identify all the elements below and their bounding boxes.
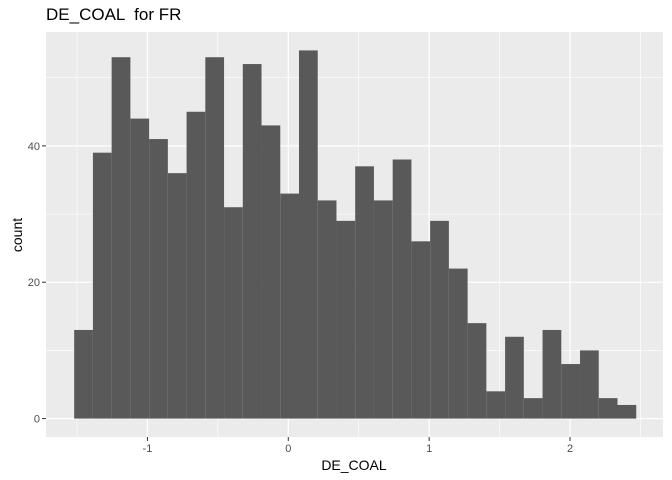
x-tick-label: 2 [567, 443, 573, 455]
histogram-bar [580, 350, 599, 419]
histogram-bar [186, 111, 206, 419]
histogram-bar [74, 329, 93, 419]
histogram-bar [486, 391, 506, 419]
histogram-bar [205, 57, 225, 419]
y-tick-label: 0 [34, 414, 40, 426]
x-tick-label: -1 [143, 443, 153, 455]
histogram-bar [280, 193, 299, 419]
histogram-bar [523, 398, 543, 419]
histogram-bars [74, 50, 637, 419]
histogram-bar [355, 166, 374, 419]
y-axis-title: count [9, 218, 25, 252]
histogram-bar [149, 139, 168, 419]
x-axis-title: DE_COAL [321, 457, 387, 473]
chart-title: DE_COAL for FR [46, 5, 182, 24]
histogram-bar [373, 200, 393, 419]
histogram-bar [261, 125, 281, 419]
histogram-bar [505, 336, 524, 419]
histogram-bar [617, 404, 637, 419]
histogram-bar [111, 57, 131, 419]
histogram-bar [561, 364, 581, 419]
histogram-bar [130, 118, 150, 419]
histogram-bar [467, 323, 487, 419]
histogram-bar [242, 64, 262, 419]
histogram-bar [448, 268, 468, 419]
histogram-bar [317, 200, 337, 419]
histogram-bar [392, 159, 412, 419]
histogram-bar [224, 207, 243, 419]
histogram-bar [430, 220, 449, 419]
y-tick-label: 40 [28, 141, 40, 153]
histogram-bar [167, 173, 187, 419]
x-tick-label: 0 [285, 443, 291, 455]
histogram-bar [542, 329, 562, 419]
axis-ticks [42, 145, 571, 441]
histogram-bar [598, 398, 618, 419]
y-tick-label: 20 [28, 277, 40, 289]
x-tick-label: 1 [426, 443, 432, 455]
histogram-bar [336, 220, 356, 419]
histogram-bar [298, 50, 318, 419]
histogram-bar [92, 152, 112, 419]
histogram-bar [411, 241, 431, 419]
